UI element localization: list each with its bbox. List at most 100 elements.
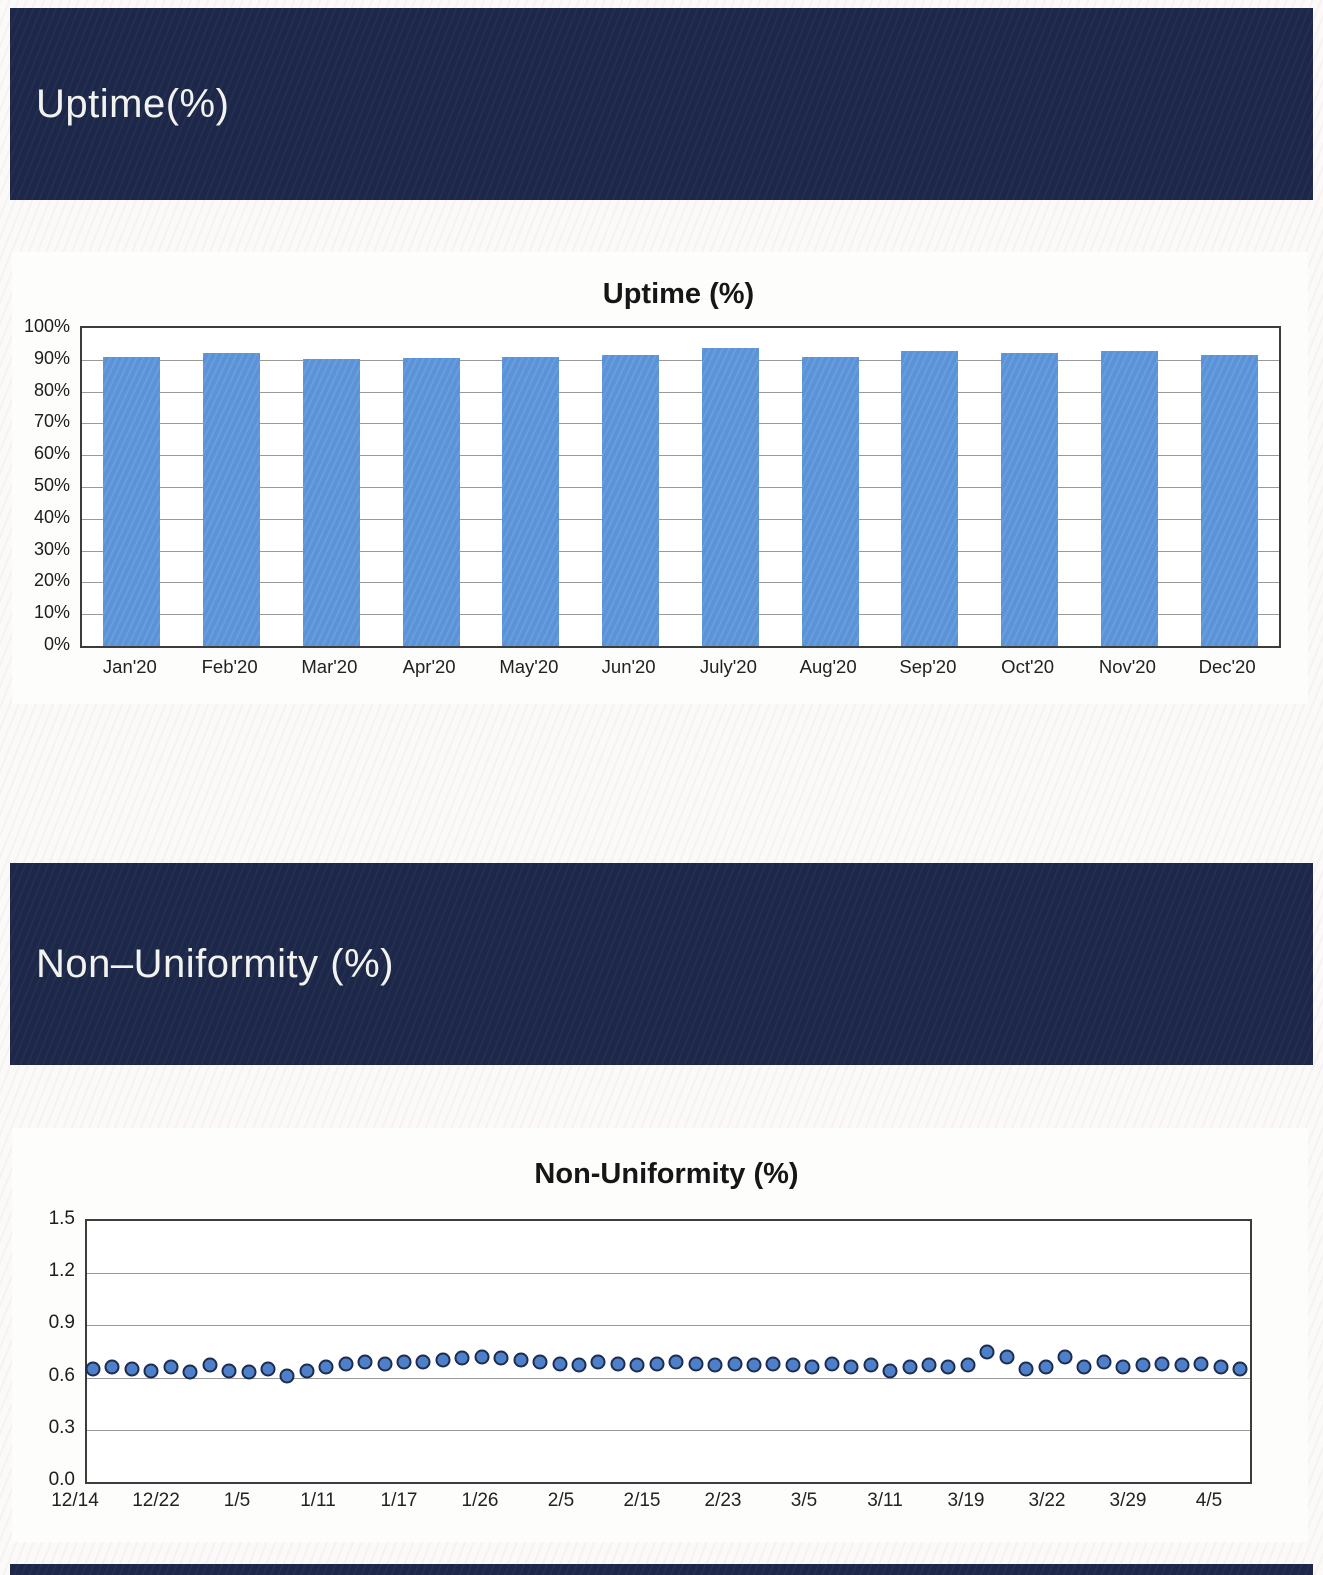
scatter-point-1 xyxy=(104,1359,120,1375)
scatter-xtick-3/11: 3/11 xyxy=(867,1490,903,1511)
scatter-point-12 xyxy=(318,1359,334,1375)
scatter-ytick-0.9: 0.9 xyxy=(48,1312,75,1334)
scatter-point-2 xyxy=(124,1361,140,1377)
scatter-point-33 xyxy=(727,1356,743,1372)
bar-gridline-90 xyxy=(82,359,1279,361)
scatter-point-29 xyxy=(649,1356,665,1372)
scatter-point-52 xyxy=(1096,1354,1112,1370)
scatter-xtick-2/23: 2/23 xyxy=(704,1490,742,1511)
uptime-x-axis-labels: Jan'20 Feb'20 Mar'20 Apr'20 May'20 Jun'20 July… xyxy=(80,656,1277,684)
scatter-point-18 xyxy=(435,1352,451,1368)
scatter-point-27 xyxy=(610,1356,626,1372)
scatter-point-13 xyxy=(338,1356,354,1372)
scatter-point-10 xyxy=(279,1368,295,1384)
scatter-point-36 xyxy=(785,1357,801,1373)
scatter-point-46 xyxy=(979,1344,995,1359)
nonuniformity-section-band: Non–Uniformity (%) xyxy=(10,863,1313,1065)
uptime-bar-Oct'20 xyxy=(1001,353,1059,646)
nonuniformity-scatter-plot xyxy=(85,1219,1252,1484)
uptime-y-axis-labels: 0% 10% 20% 30% 40% 50% 60% 70% 80% 90% 100% xyxy=(0,316,70,654)
scatter-point-54 xyxy=(1135,1357,1151,1373)
nonuniformity-chart-title: Non-Uniformity (%) xyxy=(534,1158,799,1190)
scatter-xtick-1/17: 1/17 xyxy=(380,1490,418,1511)
scatter-point-53 xyxy=(1115,1359,1131,1375)
scatter-xtick-2/5: 2/5 xyxy=(547,1490,575,1511)
scatter-point-35 xyxy=(765,1356,781,1372)
uptime-xtick-Sep'20: Sep'20 xyxy=(899,656,957,677)
scatter-ytick-0.6: 0.6 xyxy=(48,1364,75,1386)
bar-gridline-80 xyxy=(82,391,1279,393)
scatter-point-15 xyxy=(377,1356,393,1372)
uptime-bar-Sep'20 xyxy=(901,350,959,646)
scatter-point-23 xyxy=(532,1354,548,1370)
scatter-point-24 xyxy=(552,1356,568,1372)
scatter-xtick-12/22: 12/22 xyxy=(132,1490,180,1511)
scatter-point-6 xyxy=(202,1357,218,1373)
scatter-point-4 xyxy=(163,1359,179,1375)
uptime-ytick-80%: 80% xyxy=(33,379,70,400)
uptime-ytick-0%: 0% xyxy=(43,634,70,654)
uptime-xtick-Nov'20: Nov'20 xyxy=(1098,656,1156,677)
scatter-xtick-3/19: 3/19 xyxy=(947,1490,985,1511)
scatter-gridline-0.3 xyxy=(87,1429,1250,1431)
uptime-bar-Dec'20 xyxy=(1200,355,1258,646)
uptime-section-band: Uptime(%) xyxy=(10,8,1313,200)
scatter-xtick-1/5: 1/5 xyxy=(223,1490,251,1511)
uptime-ytick-10%: 10% xyxy=(33,602,70,623)
scatter-point-45 xyxy=(960,1357,976,1373)
nonuniformity-y-axis-labels: 0.0 0.3 0.6 0.9 1.2 1.5 xyxy=(8,1208,75,1490)
scatter-point-31 xyxy=(688,1356,704,1372)
scatter-point-42 xyxy=(902,1359,917,1375)
scatter-point-38 xyxy=(824,1356,840,1372)
uptime-section-title: Uptime(%) xyxy=(36,81,230,126)
scatter-point-0 xyxy=(85,1361,101,1377)
scatter-point-17 xyxy=(415,1354,431,1370)
scatter-point-5 xyxy=(182,1364,198,1380)
scatter-point-55 xyxy=(1154,1356,1170,1372)
nonuniformity-section-title: Non–Uniformity (%) xyxy=(36,941,394,986)
scatter-point-49 xyxy=(1038,1359,1054,1375)
uptime-xtick-Mar'20: Mar'20 xyxy=(301,656,358,677)
scatter-point-48 xyxy=(1018,1361,1034,1377)
uptime-xtick-Apr'20: Apr'20 xyxy=(402,656,456,677)
uptime-xtick-Feb'20: Feb'20 xyxy=(201,656,258,677)
uptime-bar-Aug'20 xyxy=(801,356,859,646)
next-section-band-partial xyxy=(10,1564,1313,1575)
bar-gridline-60 xyxy=(82,455,1279,457)
scatter-point-11 xyxy=(299,1363,315,1379)
uptime-xtick-Jun'20: Jun'20 xyxy=(601,656,656,677)
scatter-gridline-0.6 xyxy=(87,1377,1250,1379)
uptime-ytick-20%: 20% xyxy=(33,570,70,591)
uptime-bar-plot xyxy=(80,326,1281,648)
scatter-xtick-2/15: 2/15 xyxy=(623,1490,661,1511)
scatter-point-34 xyxy=(746,1357,762,1373)
scatter-point-59 xyxy=(1232,1361,1248,1377)
scatter-ytick-1.2: 1.2 xyxy=(48,1260,75,1282)
scatter-xtick-1/26: 1/26 xyxy=(461,1490,499,1511)
scatter-ytick-0.3: 0.3 xyxy=(48,1416,75,1438)
scatter-point-14 xyxy=(357,1354,373,1370)
uptime-ytick-30%: 30% xyxy=(33,538,70,559)
uptime-ytick-40%: 40% xyxy=(33,506,70,527)
scatter-point-16 xyxy=(396,1354,412,1370)
bar-gridline-50 xyxy=(82,487,1279,488)
scatter-ytick-1.5: 1.5 xyxy=(48,1208,75,1229)
scatter-xtick-3/29: 3/29 xyxy=(1109,1490,1147,1511)
bar-gridline-20 xyxy=(82,582,1279,584)
uptime-ytick-60%: 60% xyxy=(33,443,70,464)
scatter-point-22 xyxy=(513,1352,529,1368)
bar-gridline-10 xyxy=(82,614,1279,616)
uptime-chart-title: Uptime (%) xyxy=(602,278,755,310)
uptime-bar-July'20 xyxy=(701,348,759,646)
scatter-point-8 xyxy=(241,1364,257,1380)
uptime-ytick-100%: 100% xyxy=(23,316,70,336)
scatter-xtick-4/5: 4/5 xyxy=(1195,1490,1223,1511)
scatter-xtick-12/14: 12/14 xyxy=(51,1490,99,1511)
scatter-gridline-1.2 xyxy=(87,1273,1250,1275)
uptime-ytick-50%: 50% xyxy=(33,475,70,495)
bar-gridline-40 xyxy=(82,518,1279,520)
uptime-xtick-July'20: July'20 xyxy=(699,656,757,677)
scatter-point-58 xyxy=(1213,1359,1229,1375)
scatter-point-26 xyxy=(590,1354,606,1370)
